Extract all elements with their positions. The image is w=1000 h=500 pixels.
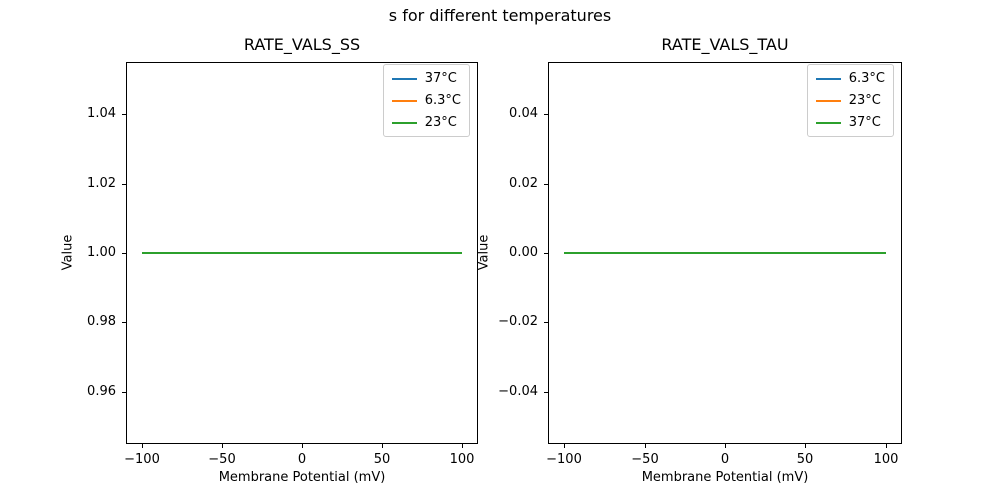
y-tick-label: −0.02 — [498, 314, 538, 329]
legend: 6.3°C 23°C 37°C — [806, 64, 894, 137]
x-axis-label: Membrane Potential (mV) — [641, 470, 809, 485]
series-line — [564, 252, 886, 254]
x-tick — [725, 444, 726, 448]
x-axis-label: Membrane Potential (mV) — [218, 470, 386, 485]
y-tick-label: 1.02 — [87, 176, 116, 191]
y-tick — [122, 184, 126, 185]
legend-line-swatch — [815, 77, 841, 80]
legend-label: 6.3°C — [848, 71, 885, 86]
legend-entry: 6.3°C — [391, 92, 461, 109]
y-tick-label: 0.00 — [509, 245, 538, 260]
y-tick — [122, 114, 126, 115]
x-tick — [886, 444, 887, 448]
legend-label: 23°C — [424, 115, 457, 130]
y-axis-label: Value — [476, 234, 492, 271]
x-tick — [222, 444, 223, 448]
x-tick-label: 50 — [373, 452, 391, 467]
x-tick — [645, 444, 646, 448]
series-line — [142, 252, 462, 254]
legend: 37°C 6.3°C 23°C — [382, 64, 470, 137]
x-tick — [564, 444, 565, 448]
axes-box — [126, 62, 478, 444]
x-tick — [382, 444, 383, 448]
x-tick — [142, 444, 143, 448]
x-tick-label: 50 — [796, 452, 814, 467]
legend-entry: 37°C — [815, 114, 885, 131]
legend-entry: 23°C — [815, 92, 885, 109]
y-tick-label: 0.98 — [87, 314, 116, 329]
y-tick-label: 1.00 — [87, 245, 116, 260]
legend-label: 37°C — [424, 71, 457, 86]
subplot-title: RATE_VALS_SS — [243, 35, 361, 54]
x-tick-label: −50 — [208, 452, 236, 467]
subplot-title: RATE_VALS_TAU — [661, 35, 789, 54]
x-tick-label: 100 — [449, 452, 475, 467]
x-tick — [462, 444, 463, 448]
y-tick — [544, 392, 548, 393]
legend-line-swatch — [815, 121, 841, 124]
y-tick-label: 1.04 — [87, 106, 116, 121]
x-tick — [302, 444, 303, 448]
legend-line-swatch — [391, 121, 417, 124]
y-tick — [544, 114, 548, 115]
y-tick-label: 0.96 — [87, 384, 116, 399]
legend-entry: 6.3°C — [815, 70, 885, 87]
y-tick — [544, 253, 548, 254]
legend-label: 37°C — [848, 115, 881, 130]
y-tick-label: 0.04 — [509, 106, 538, 121]
legend-entry: 37°C — [391, 70, 461, 87]
y-tick — [122, 322, 126, 323]
legend-label: 23°C — [848, 93, 881, 108]
x-tick-label: −50 — [631, 452, 659, 467]
legend-line-swatch — [815, 99, 841, 102]
figure-suptitle: s for different temperatures — [388, 6, 612, 25]
y-tick — [544, 322, 548, 323]
x-tick-label: 0 — [720, 452, 730, 467]
x-tick-label: −100 — [546, 452, 582, 467]
legend-line-swatch — [391, 77, 417, 80]
x-tick-label: 0 — [297, 452, 307, 467]
legend-label: 6.3°C — [424, 93, 461, 108]
legend-entry: 23°C — [391, 114, 461, 131]
x-tick-label: −100 — [124, 452, 160, 467]
y-tick — [122, 392, 126, 393]
axes-box — [548, 62, 902, 444]
x-tick-label: 100 — [873, 452, 899, 467]
y-tick — [544, 184, 548, 185]
y-tick-label: 0.02 — [509, 176, 538, 191]
x-tick — [805, 444, 806, 448]
y-tick — [122, 253, 126, 254]
y-tick-label: −0.04 — [498, 384, 538, 399]
legend-line-swatch — [391, 99, 417, 102]
